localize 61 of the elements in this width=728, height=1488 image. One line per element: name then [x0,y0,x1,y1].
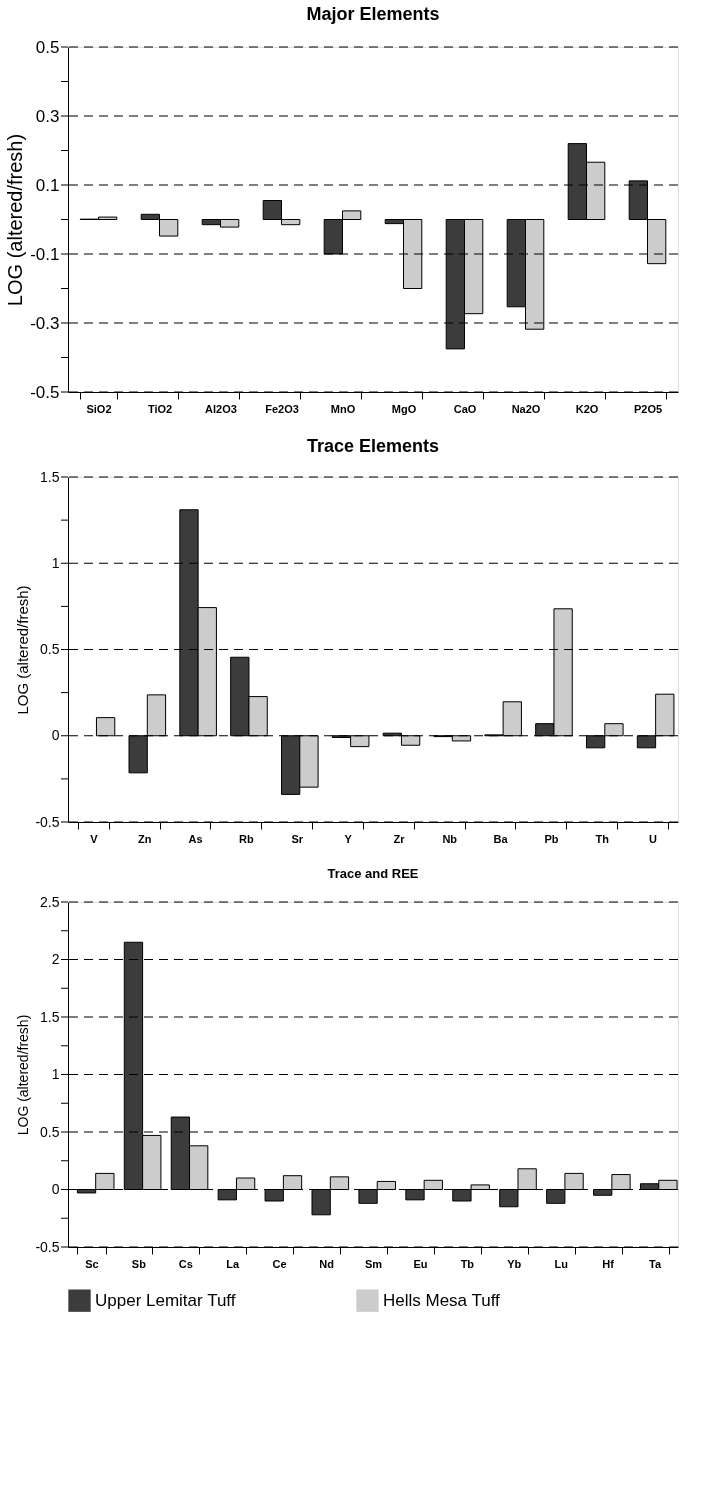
x-tick-label: P2O5 [633,402,663,415]
y-tick-label: 0.3 [35,106,60,126]
x-tick-label: Ba [493,832,509,845]
y-tick-label: -0.1 [30,244,60,264]
y-axis-title: LOG (altered/fresh) [15,1014,32,1136]
x-tick-label: Na2O [511,402,541,415]
x-tick-label: CaO [453,402,477,415]
y-tick-label: 1 [51,1066,60,1082]
x-tick-label: Zr [393,832,406,845]
x-tick-label: Cs [178,1257,193,1270]
y-tick-label: 0.5 [35,37,60,57]
x-tick-label: Yb [507,1257,522,1270]
x-tick-label: Sb [131,1257,147,1270]
y-tick-label: 0.5 [40,1123,60,1140]
y-tick-label: 0 [51,727,60,744]
x-tick-label: Sm [364,1257,383,1270]
x-tick-label: Th [595,832,610,845]
legend-label: Hells Mesa Tuff [383,1290,501,1310]
x-tick-label: TiO2 [147,402,173,415]
x-tick-label: Sc [85,1257,99,1270]
x-tick-label: Lu [554,1257,568,1270]
x-tick-label: La [226,1257,241,1270]
x-tick-label: Rb [239,832,255,845]
x-tick-label: MgO [391,402,417,415]
y-tick-label: 1.5 [40,1008,60,1025]
x-tick-label: Nb [442,832,458,845]
x-tick-label: Ta [649,1257,662,1270]
x-tick-label: Fe2O3 [265,402,299,415]
legend-label: Upper Lemitar Tuff [95,1290,236,1310]
y-tick-label: 2 [51,951,60,967]
x-tick-label: K2O [575,402,599,415]
y-tick-label: 0.1 [35,175,60,195]
x-tick-label: SiO2 [86,402,112,415]
x-tick-label: Hf [602,1257,615,1270]
y-tick-label: 0 [51,1181,60,1197]
y-tick-label: -0.3 [30,313,60,333]
x-tick-label: Ce [272,1257,287,1270]
x-tick-label: U [649,832,658,845]
chart-title: Major Elements [306,4,440,24]
x-tick-label: Al2O3 [205,402,237,415]
x-tick-label: MnO [330,402,356,415]
x-tick-label: Zn [138,832,152,845]
x-tick-label: V [90,832,99,845]
x-tick-label: Tb [460,1257,475,1270]
x-tick-label: As [188,832,203,845]
y-tick-label: -0.5 [35,1238,60,1255]
x-tick-label: Nd [319,1257,334,1270]
chart-title: Trace Elements [306,436,440,456]
chart-title: Trace and REE [327,866,419,881]
y-axis-title: LOG (altered/fresh) [14,585,32,715]
y-tick-label: 1.5 [40,468,60,485]
y-tick-label: 2.5 [40,893,60,910]
y-tick-label: -0.5 [30,382,60,402]
y-tick-label: -0.5 [35,813,60,830]
x-tick-label: Sr [291,832,304,845]
x-tick-label: Eu [413,1257,428,1270]
x-tick-label: Pb [544,832,559,845]
y-axis-title: LOG (altered/fresh) [4,133,27,307]
x-tick-label: Y [344,832,353,845]
y-tick-label: 0.5 [40,641,60,657]
y-tick-label: 1 [51,554,60,571]
